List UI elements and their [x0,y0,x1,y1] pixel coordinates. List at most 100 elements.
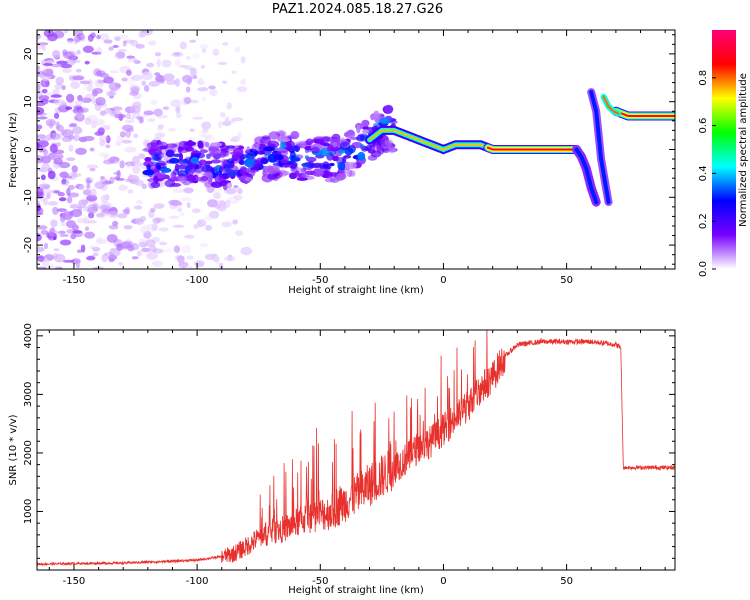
x-tick-label: -100 [186,576,209,587]
ridge-speckle [321,136,330,144]
noise-speckle [95,119,105,126]
noise-speckle [96,46,103,56]
noise-speckle [71,165,78,173]
noise-speckle [153,108,163,117]
noise-speckle [117,48,128,53]
noise-speckle [40,72,52,81]
noise-speckle [222,42,229,46]
ridge-speckle [150,181,161,189]
ridge-speckle [319,165,332,170]
noise-speckle [183,234,195,239]
noise-speckle [138,238,147,246]
noise-speckle [67,172,78,180]
noise-speckle [109,247,118,253]
noise-speckle [186,255,194,260]
noise-speckle [73,39,79,45]
noise-speckle [37,203,41,212]
noise-speckle [98,72,110,78]
noise-speckle [66,187,71,197]
spectrogram-y-axis-label: Frequency (Hz) [8,112,19,188]
snr-x-ticks: -150 -100 -50 0 50 [48,330,666,587]
noise-speckle [132,177,141,186]
colorbar-tick-label: 0.2 [698,213,709,229]
noise-speckle [132,165,141,175]
noise-speckle [73,34,82,43]
colorbar: 0.0 0.2 0.4 0.6 0.8 Normalized spectral ampl… [698,30,749,277]
noise-speckle [175,112,182,119]
ridge-speckle [209,151,220,158]
noise-speckle [60,129,68,136]
noise-speckle [149,245,157,253]
noise-speckle [61,84,66,91]
noise-speckle [92,246,101,252]
noise-speckle [37,142,40,150]
noise-speckle [156,58,162,68]
noise-speckle [223,256,236,262]
noise-speckle [108,210,118,219]
noise-speckle [37,83,41,91]
noise-speckle [96,212,104,218]
noise-speckle [86,194,98,202]
ridge-speckle [225,164,233,170]
ridge-speckle [305,138,314,146]
noise-speckle [60,63,73,69]
ridge-speckle [267,165,279,175]
noise-speckle [42,68,54,77]
ridge-speckle [291,166,296,170]
noise-speckle [186,202,191,209]
noise-speckle [172,224,185,228]
noise-speckle [136,116,143,120]
noise-speckle [235,230,244,237]
noise-speckle [204,215,213,221]
ridge-band [368,129,489,151]
ridge-speckle [197,140,204,149]
noise-speckle [73,134,81,142]
noise-speckle [227,196,240,205]
noise-speckle [141,71,153,81]
ridge-speckle [388,120,398,124]
x-tick-label: 50 [560,576,573,587]
ridge-speckle [362,125,369,131]
ridge-speckle [384,104,394,114]
noise-speckle [82,135,95,142]
noise-speckle [83,82,94,92]
ridge-speckle [233,184,239,189]
y-tick-label: 2000 [23,440,34,465]
noise-speckle [61,178,67,185]
noise-speckle [222,120,232,127]
ridge-speckle [154,147,163,152]
noise-speckle [240,78,246,86]
noise-speckle [120,241,131,249]
noise-speckle [138,153,146,160]
noise-speckle [68,144,74,152]
noise-speckle [45,80,50,88]
noise-speckle [224,199,231,209]
noise-speckle [68,124,75,128]
noise-speckle [77,206,83,213]
noise-speckle [115,177,125,181]
noise-speckle [109,156,120,162]
noise-speckle [204,134,216,142]
x-tick-label: -50 [312,576,328,587]
noise-speckle [181,244,191,254]
ridge-speckle [219,151,226,158]
noise-speckle [38,95,50,102]
noise-speckle [129,104,141,114]
noise-speckle [122,208,130,214]
ridge-speckle [190,157,199,164]
x-tick-label: -50 [312,275,328,286]
noise-speckle [42,187,51,195]
noise-speckle [179,64,188,68]
noise-speckle [72,230,83,234]
ridge-speckle [332,141,338,148]
noise-speckle [101,180,112,186]
noise-speckle [240,56,246,64]
noise-speckle [186,77,192,86]
noise-speckle [105,90,117,97]
noise-speckle [37,155,44,164]
noise-speckle [121,77,128,82]
noise-speckle [53,98,66,106]
noise-speckle [108,82,121,91]
noise-speckle [103,76,114,84]
noise-speckle [76,32,85,41]
